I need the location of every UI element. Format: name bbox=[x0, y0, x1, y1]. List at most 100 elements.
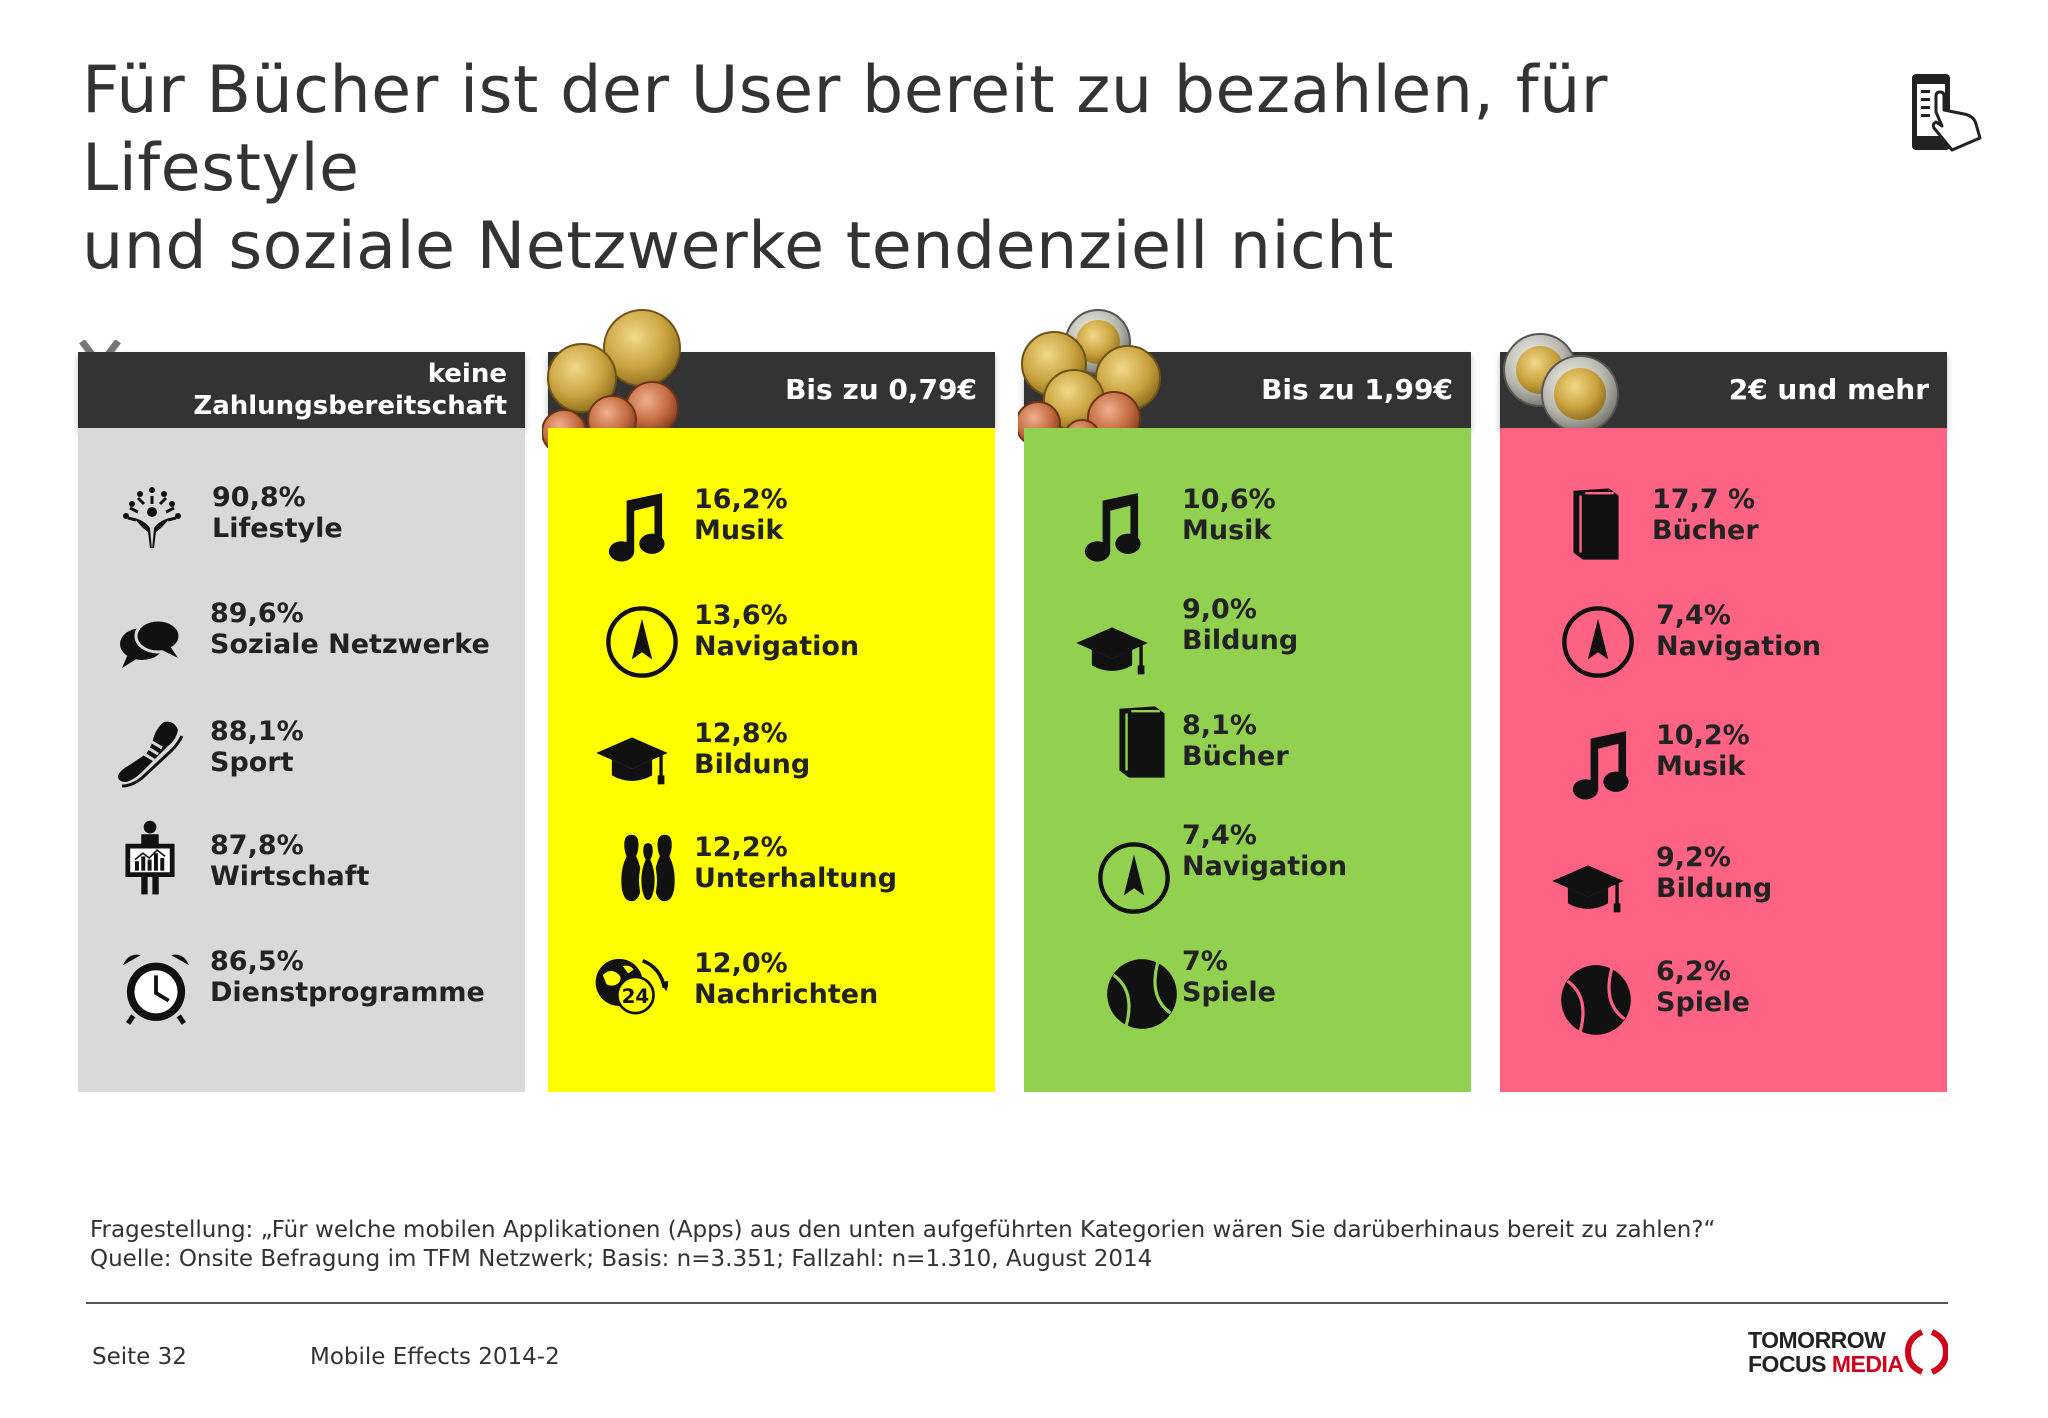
list-item: 90,8% Lifestyle bbox=[78, 482, 525, 592]
small-coins-icon bbox=[541, 308, 692, 458]
item-percent: 17,7 % bbox=[1652, 484, 1756, 515]
item-percent: 88,1% bbox=[210, 716, 304, 747]
list-item: 6,2% Spiele bbox=[1500, 956, 1947, 1072]
item-label: Wirtschaft bbox=[210, 861, 370, 892]
item-percent: 86,5% bbox=[210, 946, 304, 977]
item-label: Bildung bbox=[1656, 873, 1773, 904]
footnote-source: Quelle: Onsite Befragung im TFM Netzwerk… bbox=[90, 1246, 1153, 1272]
item-label: Unterhaltung bbox=[694, 863, 898, 894]
item-label: Musik bbox=[1182, 515, 1272, 546]
footer-divider bbox=[86, 1302, 1948, 1304]
item-percent: 12,8% bbox=[694, 718, 788, 749]
globe-24-icon: 24 bbox=[592, 948, 676, 1024]
logo-word-focus: FOCUS bbox=[1748, 1351, 1832, 1377]
list-item: 89,6% Soziale Netzwerke bbox=[78, 598, 525, 708]
list-item: 86,5% Dienstprogramme bbox=[78, 946, 525, 1056]
alarm-clock-icon bbox=[118, 950, 189, 1025]
header-label: 2€ und mehr bbox=[1728, 373, 1929, 406]
column-2-euro-and-more: 2€ und mehr 17,7 % Bücher bbox=[1500, 296, 1947, 1092]
book-icon bbox=[1558, 486, 1619, 560]
ball-icon bbox=[1558, 962, 1631, 1035]
column-body: 16,2% Musik 13,6% Navigation 12,8% bbox=[548, 428, 995, 1092]
item-percent: 16,2% bbox=[694, 484, 788, 515]
column-body: 17,7 % Bücher 7,4% Navigation 10,2% bbox=[1500, 428, 1947, 1092]
list-item: 87,8% Wirtschaft bbox=[78, 820, 525, 930]
item-percent: 8,1% bbox=[1182, 710, 1257, 741]
graduation-cap-icon bbox=[1550, 852, 1624, 913]
title-line-1: Für Bücher ist der User bereit zu bezahl… bbox=[82, 53, 1609, 206]
list-item: 9,0% Bildung bbox=[1024, 594, 1471, 724]
presenter-chart-icon bbox=[112, 820, 178, 916]
item-percent: 87,8% bbox=[210, 830, 304, 861]
music-note-icon bbox=[1564, 726, 1629, 800]
list-item: 7,4% Navigation bbox=[1500, 600, 1947, 714]
item-label: Bildung bbox=[1182, 625, 1299, 656]
graduation-cap-icon bbox=[594, 724, 668, 785]
page-number: Seite 32 bbox=[92, 1344, 187, 1370]
item-label: Bücher bbox=[1182, 741, 1289, 772]
two-euro-coins-icon bbox=[1500, 330, 1630, 440]
list-item: 10,2% Musik bbox=[1500, 720, 1947, 836]
item-percent: 7,4% bbox=[1656, 600, 1731, 631]
item-label: Navigation bbox=[694, 631, 860, 662]
item-percent: 9,2% bbox=[1656, 842, 1731, 873]
item-label: Soziale Netzwerke bbox=[210, 629, 490, 660]
item-label: Nachrichten bbox=[694, 979, 879, 1010]
price-columns: keine Zahlungsbereitschaft 90,8% Lifesty… bbox=[78, 296, 1978, 1096]
item-label: Bildung bbox=[694, 749, 811, 780]
list-item: 17,7 % Bücher bbox=[1500, 484, 1947, 596]
item-percent: 10,2% bbox=[1656, 720, 1750, 751]
list-item: 12,2% Unterhaltung bbox=[548, 830, 995, 940]
item-label: Spiele bbox=[1182, 977, 1276, 1008]
title-line-2: und soziale Netzwerke tendenziell nicht bbox=[82, 209, 1394, 284]
music-note-icon bbox=[600, 488, 665, 562]
item-label: Spiele bbox=[1656, 987, 1750, 1018]
item-percent: 10,6% bbox=[1182, 484, 1276, 515]
list-item: 24 12,0% Nachrichten bbox=[548, 948, 995, 1058]
item-percent: 89,6% bbox=[210, 598, 304, 629]
footnote: Fragestellung: „Für welche mobilen Appli… bbox=[90, 1216, 1715, 1274]
column-up-to-199: Bis zu 1,99€ bbox=[1015, 296, 1471, 1092]
list-item: 16,2% Musik bbox=[548, 484, 995, 598]
item-label: Musik bbox=[694, 515, 784, 546]
item-label: Dienstprogramme bbox=[210, 977, 485, 1008]
logo-line-1: TOMORROW bbox=[1748, 1327, 1886, 1353]
item-label: Lifestyle bbox=[212, 513, 343, 544]
speech-bubbles-icon bbox=[112, 606, 188, 682]
item-label: Bücher bbox=[1652, 515, 1759, 546]
item-percent: 7,4% bbox=[1182, 820, 1257, 851]
company-logo: TOMORROW FOCUS MEDIA bbox=[1748, 1326, 1948, 1380]
item-percent: 13,6% bbox=[694, 600, 788, 631]
column-body: 10,6% Musik 9,0% Bildung 8,1% bbox=[1024, 428, 1471, 1092]
header-label: Bis zu 0,79€ bbox=[785, 373, 977, 406]
list-item: 88,1% Sport bbox=[78, 716, 525, 826]
ball-icon bbox=[1104, 956, 1177, 1029]
logo-swoosh-icon bbox=[1904, 1329, 1948, 1375]
item-percent: 7% bbox=[1182, 946, 1228, 977]
item-percent: 6,2% bbox=[1656, 956, 1731, 987]
item-label: Navigation bbox=[1656, 631, 1822, 662]
header-line-2: Zahlungsbereitschaft bbox=[193, 391, 507, 421]
footnote-question: Fragestellung: „Für welche mobilen Appli… bbox=[90, 1217, 1716, 1243]
smartphone-touch-icon bbox=[1906, 72, 1986, 156]
column-body: 90,8% Lifestyle 89,6% Soziale Netzwerke bbox=[78, 428, 525, 1092]
music-note-icon bbox=[1076, 488, 1141, 562]
graduation-cap-icon bbox=[1074, 614, 1148, 675]
logo-word-media: MEDIA bbox=[1831, 1351, 1904, 1377]
compass-icon bbox=[604, 604, 678, 678]
item-percent: 90,8% bbox=[212, 482, 306, 513]
report-name: Mobile Effects 2014-2 bbox=[310, 1344, 560, 1370]
item-percent: 12,0% bbox=[694, 948, 788, 979]
compass-icon bbox=[1560, 604, 1634, 678]
tree-person-icon bbox=[114, 482, 190, 558]
item-percent: 9,0% bbox=[1182, 594, 1257, 625]
svg-text:24: 24 bbox=[622, 985, 650, 1008]
list-item: 12,8% Bildung bbox=[548, 718, 995, 834]
list-item: 7,4% Navigation bbox=[1024, 820, 1471, 950]
bowling-pins-icon bbox=[610, 830, 675, 903]
list-item: 10,6% Musik bbox=[1024, 484, 1471, 598]
list-item: 7% Spiele bbox=[1024, 946, 1471, 1066]
item-label: Musik bbox=[1656, 751, 1746, 782]
book-icon bbox=[1104, 704, 1165, 778]
header-line-1: keine bbox=[427, 359, 507, 389]
